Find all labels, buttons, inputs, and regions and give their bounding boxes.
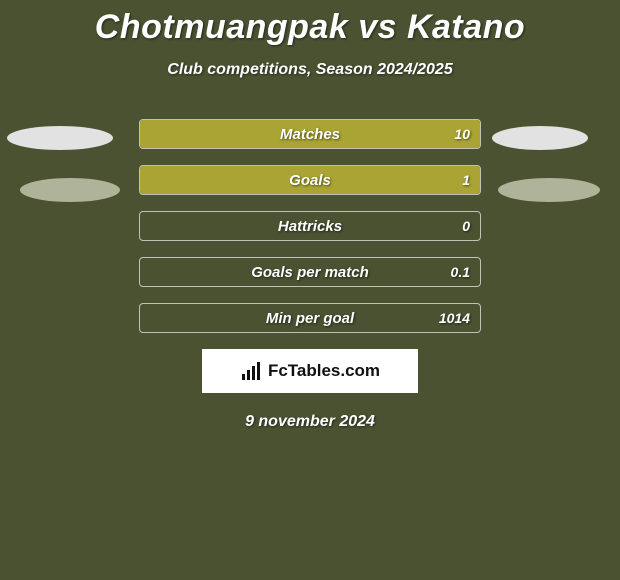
- decorative-ellipse: [498, 178, 600, 202]
- stat-label: Matches: [140, 120, 480, 148]
- page-title: Chotmuangpak vs Katano: [0, 0, 620, 47]
- stat-row: Goals per match0.1: [139, 257, 481, 287]
- badge-text: FcTables.com: [268, 361, 380, 381]
- stat-value: 10: [454, 120, 470, 148]
- stat-row: Matches10: [139, 119, 481, 149]
- stat-label: Hattricks: [140, 212, 480, 240]
- decorative-ellipse: [20, 178, 120, 202]
- date-text: 9 november 2024: [0, 413, 620, 431]
- stats-panel: Matches10Goals1Hattricks0Goals per match…: [139, 119, 481, 333]
- source-badge: FcTables.com: [202, 349, 418, 393]
- bar-chart-icon: [240, 360, 262, 382]
- decorative-ellipse: [492, 126, 588, 150]
- stat-row: Goals1: [139, 165, 481, 195]
- stat-value: 1014: [439, 304, 470, 332]
- stat-row: Min per goal1014: [139, 303, 481, 333]
- stat-row: Hattricks0: [139, 211, 481, 241]
- decorative-ellipse: [7, 126, 113, 150]
- stat-value: 0: [462, 212, 470, 240]
- subtitle: Club competitions, Season 2024/2025: [0, 61, 620, 79]
- stat-label: Goals per match: [140, 258, 480, 286]
- stat-value: 1: [462, 166, 470, 194]
- stat-label: Min per goal: [140, 304, 480, 332]
- stat-value: 0.1: [451, 258, 470, 286]
- stat-label: Goals: [140, 166, 480, 194]
